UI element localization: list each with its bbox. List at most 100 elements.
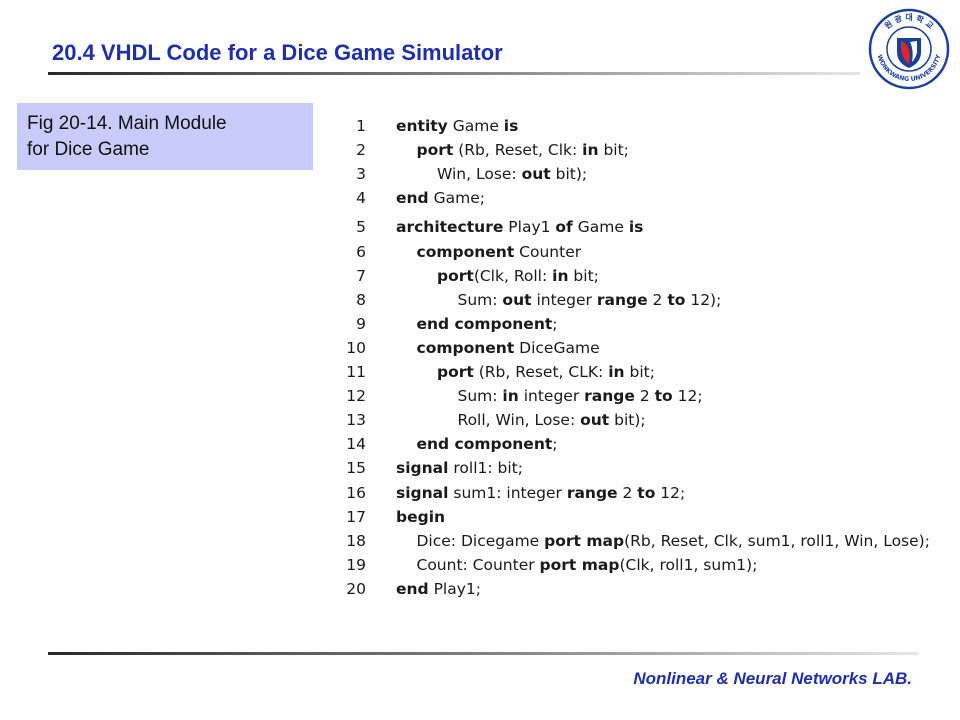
code-keyword: range xyxy=(566,483,618,502)
code-text: port (Rb, Reset, Clk: in bit; xyxy=(417,138,629,162)
code-token: 2 xyxy=(647,290,668,309)
code-token: bit); xyxy=(550,165,588,184)
code-token: Roll, Win, Lose: xyxy=(457,411,581,430)
code-text: component DiceGame xyxy=(417,336,600,360)
code-token: integer xyxy=(531,290,597,309)
code-token: Count: Counter xyxy=(416,555,540,574)
line-number: 13 xyxy=(346,411,366,430)
code-keyword: end xyxy=(396,189,429,208)
code-keyword: out xyxy=(502,290,532,309)
code-text: signal sum1: integer range 2 to 12; xyxy=(396,481,685,505)
code-text: begin xyxy=(396,505,445,529)
code-text: Dice: Dicegame port map(Rb, Reset, Clk, … xyxy=(417,529,930,553)
code-token: bit); xyxy=(609,411,646,430)
code-keyword: out xyxy=(521,165,551,184)
code-keyword: in xyxy=(502,387,519,406)
code-keyword: port xyxy=(437,363,474,381)
code-token: ; xyxy=(552,314,558,333)
code-token: integer xyxy=(518,387,585,406)
code-token: bit; xyxy=(568,266,599,285)
code-text: component Counter xyxy=(417,240,582,264)
code-token: Counter xyxy=(514,242,582,261)
code-keyword: range xyxy=(584,387,635,406)
code-keyword: begin xyxy=(396,507,446,526)
code-token: Play1 xyxy=(503,218,556,237)
code-keyword: entity xyxy=(396,117,448,135)
code-keyword: to xyxy=(654,387,673,406)
code-token: 12; xyxy=(672,387,703,406)
line-number: 20 xyxy=(346,579,366,598)
line-number: 11 xyxy=(346,363,366,381)
code-token: Game xyxy=(572,218,629,237)
code-keyword: port map xyxy=(544,531,625,550)
code-token: 2 xyxy=(634,387,655,406)
line-number: 4 xyxy=(356,189,366,208)
lab-footer: Nonlinear & Neural Networks LAB. xyxy=(633,669,912,688)
code-token: (Clk, Roll: xyxy=(473,266,553,285)
line-number: 2 xyxy=(356,141,366,160)
code-token: Win, Lose: xyxy=(437,165,522,184)
caption-line-2: for Dice Game xyxy=(27,139,150,160)
code-keyword: component xyxy=(416,242,515,261)
code-token: Play1; xyxy=(428,579,481,598)
slide-title: 20.4 VHDL Code for a Dice Game Simulator xyxy=(52,40,503,65)
line-number: 6 xyxy=(356,242,366,261)
code-keyword: architecture xyxy=(396,218,504,237)
code-keyword: in xyxy=(552,266,569,285)
code-text: end Play1; xyxy=(396,577,481,601)
code-token: ; xyxy=(552,435,558,454)
code-token: Sum: xyxy=(457,290,503,309)
code-keyword: end component xyxy=(416,435,553,454)
code-keyword: port map xyxy=(539,555,620,574)
line-number: 16 xyxy=(346,483,366,502)
code-keyword: port xyxy=(437,266,474,285)
code-text: end component; xyxy=(417,432,558,456)
line-number: 7 xyxy=(356,266,366,285)
code-token: roll1: bit; xyxy=(448,459,523,478)
code-token: Dice: Dicegame xyxy=(416,531,545,550)
line-number: 10 xyxy=(346,338,366,357)
code-token: (Rb, Reset, CLK: xyxy=(473,363,609,381)
line-number: 8 xyxy=(356,290,366,309)
code-keyword: in xyxy=(608,363,625,381)
code-keyword: of xyxy=(555,218,573,237)
code-keyword: range xyxy=(596,290,648,309)
code-keyword: in xyxy=(582,141,599,160)
code-token: DiceGame xyxy=(514,338,600,357)
code-keyword: to xyxy=(637,483,656,502)
caption-line-1: Fig 20-14. Main Module xyxy=(27,113,227,134)
title-rule xyxy=(48,72,860,75)
code-text: signal roll1: bit; xyxy=(396,456,523,480)
code-token: 12; xyxy=(655,483,686,502)
line-number: 18 xyxy=(346,531,366,550)
code-text: end Game; xyxy=(396,186,485,210)
code-keyword: to xyxy=(667,290,686,309)
code-text: end component; xyxy=(417,312,558,336)
line-number: 5 xyxy=(356,218,366,237)
code-keyword: signal xyxy=(396,483,449,502)
code-text: Sum: in integer range 2 to 12; xyxy=(458,384,703,408)
logo-emblem xyxy=(897,38,921,68)
line-number: 15 xyxy=(346,459,366,478)
code-text: Roll, Win, Lose: out bit); xyxy=(458,408,646,432)
code-text: port(Clk, Roll: in bit; xyxy=(437,264,599,288)
line-number: 9 xyxy=(356,314,366,333)
footer-rule xyxy=(48,652,918,655)
code-token: Sum: xyxy=(457,387,503,406)
code-token: 2 xyxy=(617,483,638,502)
code-token: bit; xyxy=(598,141,629,160)
code-keyword: end xyxy=(396,579,429,598)
line-number: 12 xyxy=(346,387,366,406)
university-logo: 원 광 대 학 교 WONKWANG UNIVERSITY xyxy=(868,8,950,90)
code-keyword: out xyxy=(580,411,610,430)
code-text: architecture Play1 of Game is xyxy=(396,215,643,239)
code-keyword: end component xyxy=(416,314,553,333)
code-token: (Rb, Reset, Clk, sum1, roll1, Win, Lose)… xyxy=(624,531,930,550)
code-keyword: component xyxy=(416,338,515,357)
figure-caption: Fig 20-14. Main Module for Dice Game xyxy=(17,103,313,170)
code-keyword: is xyxy=(628,218,644,237)
code-keyword: signal xyxy=(396,459,449,478)
code-keyword: port xyxy=(416,141,454,160)
code-text: Count: Counter port map(Clk, roll1, sum1… xyxy=(417,553,758,577)
line-number: 14 xyxy=(346,435,366,454)
